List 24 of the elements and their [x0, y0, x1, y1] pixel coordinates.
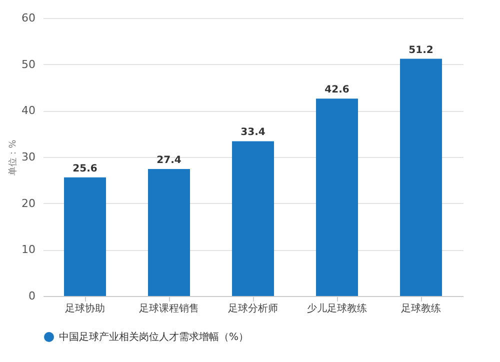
y-tick-label: 50	[22, 58, 36, 71]
y-tick-label: 0	[28, 290, 36, 302]
data-label: 42.6	[324, 84, 350, 96]
bar	[400, 58, 442, 296]
data-label: 51.2	[408, 44, 434, 56]
y-tick-label: 30	[22, 150, 36, 164]
bar	[232, 141, 274, 296]
x-tick-label: 足球教练	[401, 302, 441, 314]
legend-label: 中国足球产业相关岗位人才需求增幅（%）	[59, 331, 249, 343]
y-tick-label: 60	[22, 12, 36, 24]
data-label: 25.6	[72, 163, 98, 174]
y-axis-title: 单位：%	[8, 139, 19, 176]
bar	[64, 177, 106, 296]
y-tick-label: 40	[22, 104, 36, 118]
x-tick-label: 足球协助	[65, 302, 105, 314]
data-label: 33.4	[240, 127, 266, 138]
y-tick-label: 10	[22, 243, 36, 256]
x-tick-label: 足球课程销售	[139, 302, 199, 314]
x-tick-label: 足球分析师	[228, 302, 278, 314]
data-label: 27.4	[156, 155, 182, 166]
y-tick-label: 20	[22, 196, 36, 210]
bar	[316, 98, 358, 296]
x-tick-label: 少儿足球教练	[307, 302, 367, 314]
bar	[148, 169, 190, 296]
